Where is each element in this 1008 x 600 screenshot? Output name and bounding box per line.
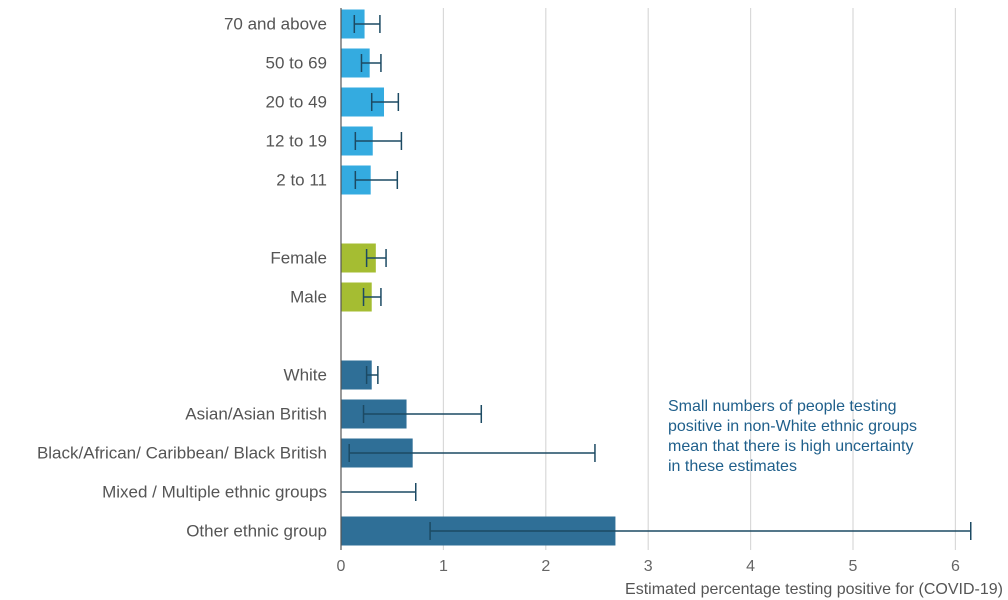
gridlines — [442, 8, 957, 550]
chart-annotation: Small numbers of people testing positive … — [668, 398, 917, 475]
category-label: 20 to 49 — [266, 93, 327, 112]
category-label: Black/African/ Caribbean/ Black British — [37, 444, 327, 463]
category-label: White — [284, 366, 327, 385]
category-labels: 70 and above 50 to 69 20 to 49 12 to 19 2 to… — [37, 15, 327, 541]
x-axis-ticks: 0 1 2 3 4 5 6 — [337, 558, 960, 575]
category-label: 12 to 19 — [266, 132, 327, 151]
category-label: 2 to 11 — [276, 171, 327, 190]
bars — [341, 9, 616, 546]
category-label: Female — [270, 249, 327, 268]
x-tick-label: 3 — [644, 558, 653, 575]
annotation-line: mean that there is high uncertainty — [668, 438, 913, 455]
error-bars — [341, 15, 972, 540]
x-tick-label: 1 — [439, 558, 448, 575]
category-label: Asian/Asian British — [185, 405, 327, 424]
category-label: Other ethnic group — [186, 522, 327, 541]
bar — [341, 9, 365, 39]
annotation-line: positive in non-White ethnic groups — [668, 418, 917, 435]
x-tick-label: 4 — [746, 558, 755, 575]
category-label: 50 to 69 — [266, 54, 327, 73]
annotation-line: Small numbers of people testing — [668, 398, 897, 415]
x-tick-label: 2 — [541, 558, 550, 575]
x-axis-title: Estimated percentage testing positive fo… — [625, 581, 1003, 598]
category-label: 70 and above — [224, 15, 327, 34]
category-label: Male — [290, 288, 327, 307]
x-tick-label: 6 — [951, 558, 960, 575]
category-label: Mixed / Multiple ethnic groups — [102, 483, 327, 502]
x-tick-label: 5 — [849, 558, 858, 575]
x-tick-label: 0 — [337, 558, 346, 575]
annotation-line: in these estimates — [668, 458, 797, 475]
